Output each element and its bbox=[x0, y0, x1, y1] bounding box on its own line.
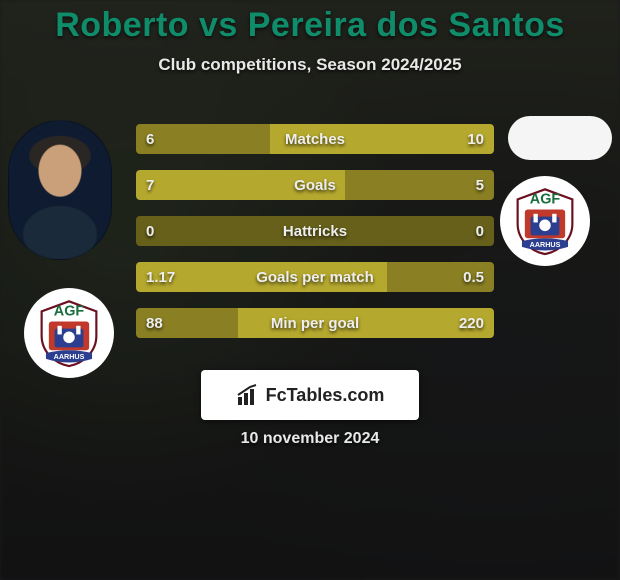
stat-bar-row: 1.170.5Goals per match bbox=[136, 262, 494, 292]
stat-bar-right-fill bbox=[315, 216, 494, 246]
stat-value-right: 0 bbox=[476, 216, 484, 246]
stat-bar-row: 75Goals bbox=[136, 170, 494, 200]
crest-icon: AGF AARHUS bbox=[509, 185, 581, 257]
stat-value-left: 7 bbox=[146, 170, 154, 200]
stat-bar-right-fill bbox=[345, 170, 494, 200]
stat-bar-row: 00Hattricks bbox=[136, 216, 494, 246]
player-photo-left bbox=[8, 120, 112, 260]
stat-bar-left-fill bbox=[136, 124, 270, 154]
stat-bar-right-fill bbox=[270, 124, 494, 154]
brand-logo-box: FcTables.com bbox=[201, 370, 419, 420]
stat-value-right: 0.5 bbox=[463, 262, 484, 292]
bar-chart-icon bbox=[236, 383, 260, 407]
stat-bar-row: 88220Min per goal bbox=[136, 308, 494, 338]
stat-value-right: 220 bbox=[459, 308, 484, 338]
svg-text:AARHUS: AARHUS bbox=[530, 240, 561, 249]
club-crest-right: AGF AARHUS bbox=[500, 176, 590, 266]
crest-icon: AGF AARHUS bbox=[33, 297, 105, 369]
stat-bar-right-fill bbox=[238, 308, 494, 338]
date-text: 10 november 2024 bbox=[0, 430, 620, 448]
subtitle: Club competitions, Season 2024/2025 bbox=[0, 55, 620, 75]
stat-value-right: 10 bbox=[467, 124, 484, 154]
stat-value-left: 88 bbox=[146, 308, 163, 338]
stat-bar-left-fill bbox=[136, 216, 315, 246]
stat-value-left: 0 bbox=[146, 216, 154, 246]
svg-text:AGF: AGF bbox=[54, 304, 85, 320]
svg-text:AARHUS: AARHUS bbox=[54, 352, 85, 361]
page-title: Roberto vs Pereira dos Santos bbox=[0, 6, 620, 45]
stat-bars-container: 610Matches75Goals00Hattricks1.170.5Goals… bbox=[136, 124, 494, 354]
stat-value-left: 6 bbox=[146, 124, 154, 154]
player-photo-right bbox=[508, 116, 612, 160]
brand-text: FcTables.com bbox=[266, 385, 385, 406]
stat-bar-row: 610Matches bbox=[136, 124, 494, 154]
stat-value-left: 1.17 bbox=[146, 262, 175, 292]
club-crest-left: AGF AARHUS bbox=[24, 288, 114, 378]
svg-text:AGF: AGF bbox=[530, 192, 561, 208]
stat-value-right: 5 bbox=[476, 170, 484, 200]
content-layer: Roberto vs Pereira dos Santos Club compe… bbox=[0, 0, 620, 580]
stat-bar-left-fill bbox=[136, 170, 345, 200]
